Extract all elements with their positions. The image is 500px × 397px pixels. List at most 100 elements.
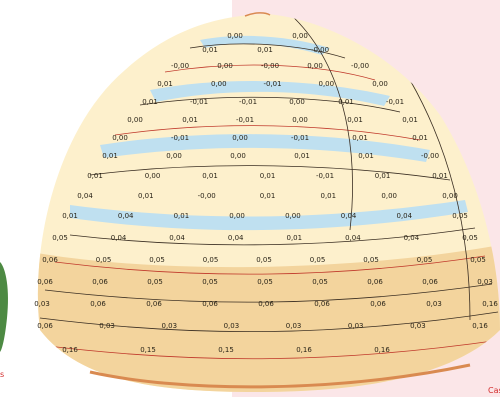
contour-value-label: 0,06 [92,278,108,286]
contour-value-label: 0,01 [174,212,190,220]
contour-value-label: 0,00 [112,134,128,142]
contour-value-label: 0,06 [42,256,58,264]
contour-value-label: 0,01 [182,116,198,124]
contour-value-label: -0,00 [198,192,216,200]
contour-value-label: 0,03 [224,322,240,330]
contour-value-label: 0,05 [96,256,112,264]
contour-value-label: 0,01 [321,192,337,200]
contour-value-label: 0,00 [381,192,397,200]
contour-value-label: 0,01 [352,134,368,142]
contour-value-label: 0,00 [232,134,248,142]
contour-value-label: 0,01 [338,98,354,106]
contour-value-label: 0,01 [287,234,303,242]
contour-value-label: 0,00 [319,80,335,88]
contour-value-label: 0,16 [482,300,498,308]
side-object [0,262,9,352]
contour-value-label: 0,01 [432,172,448,180]
contour-value-label: 0,06 [422,278,438,286]
contour-value-label: 0,00 [307,62,323,70]
contour-value-label: 0,00 [292,116,308,124]
contour-value-label: 0,04 [397,212,413,220]
contour-value-label: 0,04 [77,192,93,200]
contour-value-label: 0,15 [140,346,156,354]
contour-value-label: 0,05 [452,212,468,220]
contour-value-label: 0,00 [285,212,301,220]
contour-value-label: 0,05 [312,278,328,286]
contour-value-label: 0,00 [372,80,388,88]
dome-rim [89,363,471,389]
contour-value-label: 0,01 [347,116,363,124]
contour-value-label: -0,01 [316,172,334,180]
caption-left: s [0,370,5,379]
contour-value-label: -0,00 [421,152,439,160]
contour-value-label: 0,00 [289,98,305,106]
contour-value-label: 0,03 [426,300,442,308]
contour-value-label: 0,05 [462,234,478,242]
contour-value-label: 0,04 [228,234,244,242]
contour-value-label: 0,06 [90,300,106,308]
contour-value-label: 0,01 [157,80,173,88]
contour-value-label: 0,01 [260,192,276,200]
contour-value-label: 0,04 [169,234,185,242]
contour-value-label: 0,16 [472,322,488,330]
contour-value-label: 0,04 [341,212,357,220]
contour-value-label: 0,00 [217,62,233,70]
contour-value-label: 0,01 [202,172,218,180]
contour-value-label: 0,04 [111,234,127,242]
contour-value-label: 0,05 [147,278,163,286]
contour-value-label: 0,00 [230,152,246,160]
contour-value-label: 0,00 [229,212,245,220]
contour-value-label: 0,05 [149,256,165,264]
contour-value-label: 0,05 [310,256,326,264]
contour-value-label: 0,00 [145,172,161,180]
contour-value-label: -0,01 [171,134,189,142]
contour-value-label: -0,00 [171,62,189,70]
contour-value-label: 0,00 [166,152,182,160]
contour-value-label: 0,01 [202,46,218,54]
contour-value-label: 0,06 [146,300,162,308]
contour-value-label: -0,00 [261,62,279,70]
contour-value-label: 0,01 [87,172,103,180]
contour-value-label: 0,03 [99,322,115,330]
contour-value-label: 0,05 [363,256,379,264]
contour-value-label: 0,01 [375,172,391,180]
contour-value-label: 0,06 [258,300,274,308]
contour-value-label: 0,01 [142,98,158,106]
contour-value-label: 0,06 [202,300,218,308]
contour-value-label: 0,06 [370,300,386,308]
contour-value-label: 0,04 [118,212,134,220]
contour-value-label: 0,16 [62,346,78,354]
contour-value-label: 0,04 [404,234,420,242]
contour-value-label: -0,00 [351,62,369,70]
contour-value-label: 0,06 [37,322,53,330]
contour-value-label: 0,01 [358,152,374,160]
contour-value-label: 0,01 [62,212,78,220]
contour-value-label: 0,04 [345,234,361,242]
caption-right: Cases [488,386,500,395]
contour-value-label: -0,01 [239,98,257,106]
contour-value-label: 0,01 [102,152,118,160]
contour-value-label: 0,05 [257,278,273,286]
contour-value-label: 0,05 [203,256,219,264]
contour-value-label: 0,01 [402,116,418,124]
contour-value-label: 0,01 [260,172,276,180]
contour-value-label: 0,03 [410,322,426,330]
contour-value-label: 0,03 [286,322,302,330]
contour-value-label: 0,00 [227,32,243,40]
contour-value-label: 0,00 [442,192,458,200]
contour-value-label: 0,00 [127,116,143,124]
contour-value-label: 0,03 [477,278,493,286]
contour-value-label: 0,01 [257,46,273,54]
contour-value-label: -0,01 [386,98,404,106]
contour-value-label: -0,01 [190,98,208,106]
contour-value-label: 0,01 [412,134,428,142]
contour-value-label: 0,05 [470,256,486,264]
contour-value-label: 0,01 [294,152,310,160]
contour-labels: 0,00 0,00 0,01 0,01 -0,00 -0,00 0,00 -0,00 0,00 -… [34,32,498,354]
contour-value-label: -0,01 [263,80,281,88]
contour-value-label: 0,01 [138,192,154,200]
contour-value-label: 0,03 [162,322,178,330]
contour-value-label: 0,16 [374,346,390,354]
contour-value-label: 0,06 [37,278,53,286]
